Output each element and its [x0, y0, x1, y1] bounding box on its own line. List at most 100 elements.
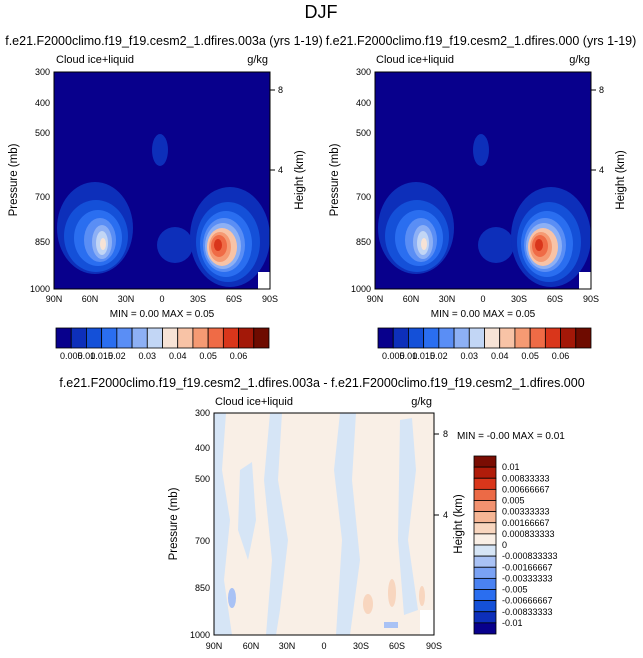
- panel-2-minmax: MIN = 0.00 MAX = 0.05: [431, 309, 536, 320]
- panel-3-colorbar: 0.010.008333330.006666670.0050.003333330…: [473, 455, 558, 635]
- colorbar-label: 0.00666667: [502, 484, 550, 494]
- panel-2-header: f.e21.F2000climo.f19_f19.cesm2_1.dfires.…: [326, 34, 637, 48]
- x-tick-label: 30N: [279, 641, 296, 651]
- colorbar-label: 0.05: [199, 351, 217, 361]
- panel-3-x-ticks: 90N 60N 30N 0 30S 60S 90S: [206, 641, 442, 651]
- y-tick-label: 1000: [190, 630, 210, 640]
- x-tick-label: 60N: [82, 294, 99, 304]
- colorbar-label: -0.00833333: [502, 607, 553, 617]
- colorbar-swatch: [560, 327, 577, 349]
- colorbar-label: 0.01: [502, 462, 520, 472]
- panel-1-units-label: g/kg: [247, 54, 268, 66]
- x-tick-label: 90S: [426, 641, 442, 651]
- panel-1-contours: [57, 134, 270, 289]
- panel-1-plot-area: [53, 71, 271, 290]
- y-tick-label: 300: [195, 408, 210, 418]
- colorbar-swatch: [408, 327, 425, 349]
- colorbar-swatch: [499, 327, 516, 349]
- panel-3-units-label: g/kg: [411, 396, 432, 408]
- colorbar-swatch: [473, 466, 497, 479]
- x-tick-label: 90N: [46, 294, 63, 304]
- y-tick-label: 700: [195, 536, 210, 546]
- colorbar-label: 0.01: [78, 351, 96, 361]
- colorbar-swatch: [484, 327, 501, 349]
- panel-3-contours: [214, 413, 434, 635]
- colorbar-swatch: [473, 600, 497, 613]
- panel-2-units-label: g/kg: [569, 54, 590, 66]
- y-tick-label: 400: [356, 98, 371, 108]
- x-tick-label: 90S: [262, 294, 278, 304]
- x-tick-label: 90S: [583, 294, 599, 304]
- colorbar-label: 0.02: [108, 351, 126, 361]
- colorbar-swatch: [473, 589, 497, 602]
- colorbar-swatch: [377, 327, 394, 349]
- panel-1-y-ticks: 300 400 500 700 850 1000: [30, 67, 50, 294]
- colorbar-swatch: [131, 327, 148, 349]
- colorbar-label: -0.00666667: [502, 596, 553, 606]
- colorbar-label: 0.05: [521, 351, 539, 361]
- x-tick-label: 30S: [353, 641, 369, 651]
- panel-3: f.e21.F2000climo.f19_f19.cesm2_1.dfires.…: [59, 376, 584, 651]
- y-tick-label: 500: [195, 474, 210, 484]
- colorbar-label: 0.06: [230, 351, 248, 361]
- y2-tick-label: 8: [443, 429, 448, 439]
- colorbar-swatch: [473, 522, 497, 535]
- colorbar-label: 0.00333333: [502, 507, 550, 517]
- y-tick-label: 400: [195, 443, 210, 453]
- panel-2-variable-label: Cloud ice+liquid: [376, 54, 454, 66]
- x-tick-label: 30S: [511, 294, 527, 304]
- colorbar-swatch: [238, 327, 255, 349]
- colorbar-label: 0.01: [400, 351, 418, 361]
- colorbar-swatch: [473, 500, 497, 513]
- x-tick-label: 90N: [367, 294, 384, 304]
- colorbar-swatch: [473, 533, 497, 546]
- y-tick-label: 700: [356, 192, 371, 202]
- x-tick-label: 0: [159, 294, 164, 304]
- colorbar-label: -0.00166667: [502, 562, 553, 572]
- y-tick-label: 1000: [30, 284, 50, 294]
- panel-3-header: f.e21.F2000climo.f19_f19.cesm2_1.dfires.…: [59, 376, 584, 390]
- y2-tick-label: 8: [599, 85, 604, 95]
- panel-1-minmax: MIN = 0.00 MAX = 0.05: [110, 309, 215, 320]
- colorbar-label: 0.03: [139, 351, 157, 361]
- panel-2-y-axis-label: Pressure (mb): [329, 143, 341, 216]
- x-tick-label: 60S: [226, 294, 242, 304]
- x-tick-label: 60S: [389, 641, 405, 651]
- colorbar-label: -0.00333333: [502, 573, 553, 583]
- panel-1-y2-ticks: 8 4: [270, 85, 283, 175]
- colorbar-swatch: [473, 577, 497, 590]
- x-tick-label: 60N: [403, 294, 420, 304]
- colorbar-label: 0.005: [60, 351, 83, 361]
- panel-2-y2-ticks: 8 4: [591, 85, 604, 175]
- colorbar-swatch: [514, 327, 531, 349]
- colorbar-swatch: [207, 327, 224, 349]
- colorbar-label: 0.03: [461, 351, 479, 361]
- colorbar-swatch: [473, 477, 497, 490]
- colorbar-swatch: [116, 327, 133, 349]
- y-tick-label: 300: [356, 67, 371, 77]
- panel-2-plot-area: [374, 71, 592, 290]
- colorbar-swatch: [473, 622, 497, 635]
- panel-2-x-ticks: 90N 60N 30N 0 30S 60S 90S: [367, 294, 599, 304]
- panel-2: f.e21.F2000climo.f19_f19.cesm2_1.dfires.…: [326, 34, 637, 361]
- panel-2-contours: [378, 134, 591, 289]
- panel-3-y2-ticks: 8 4: [434, 429, 448, 520]
- colorbar-label: -0.005: [502, 585, 528, 595]
- colorbar-label: 0.015: [412, 351, 435, 361]
- colorbar-swatch: [177, 327, 194, 349]
- colorbar-label: 0.005: [502, 496, 525, 506]
- colorbar-swatch: [544, 327, 561, 349]
- colorbar-swatch: [453, 327, 470, 349]
- colorbar-swatch: [86, 327, 103, 349]
- x-tick-label: 30N: [439, 294, 456, 304]
- colorbar-label: 0.005: [382, 351, 405, 361]
- x-tick-label: 30N: [118, 294, 135, 304]
- colorbar-swatch: [55, 327, 72, 349]
- panel-1-y-axis-label: Pressure (mb): [8, 143, 20, 216]
- colorbar-label: 0.00833333: [502, 473, 550, 483]
- colorbar-swatch: [473, 544, 497, 557]
- colorbar-swatch: [423, 327, 440, 349]
- panel-1-x-ticks: 90N 60N 30N 0 30S 60S 90S: [46, 294, 278, 304]
